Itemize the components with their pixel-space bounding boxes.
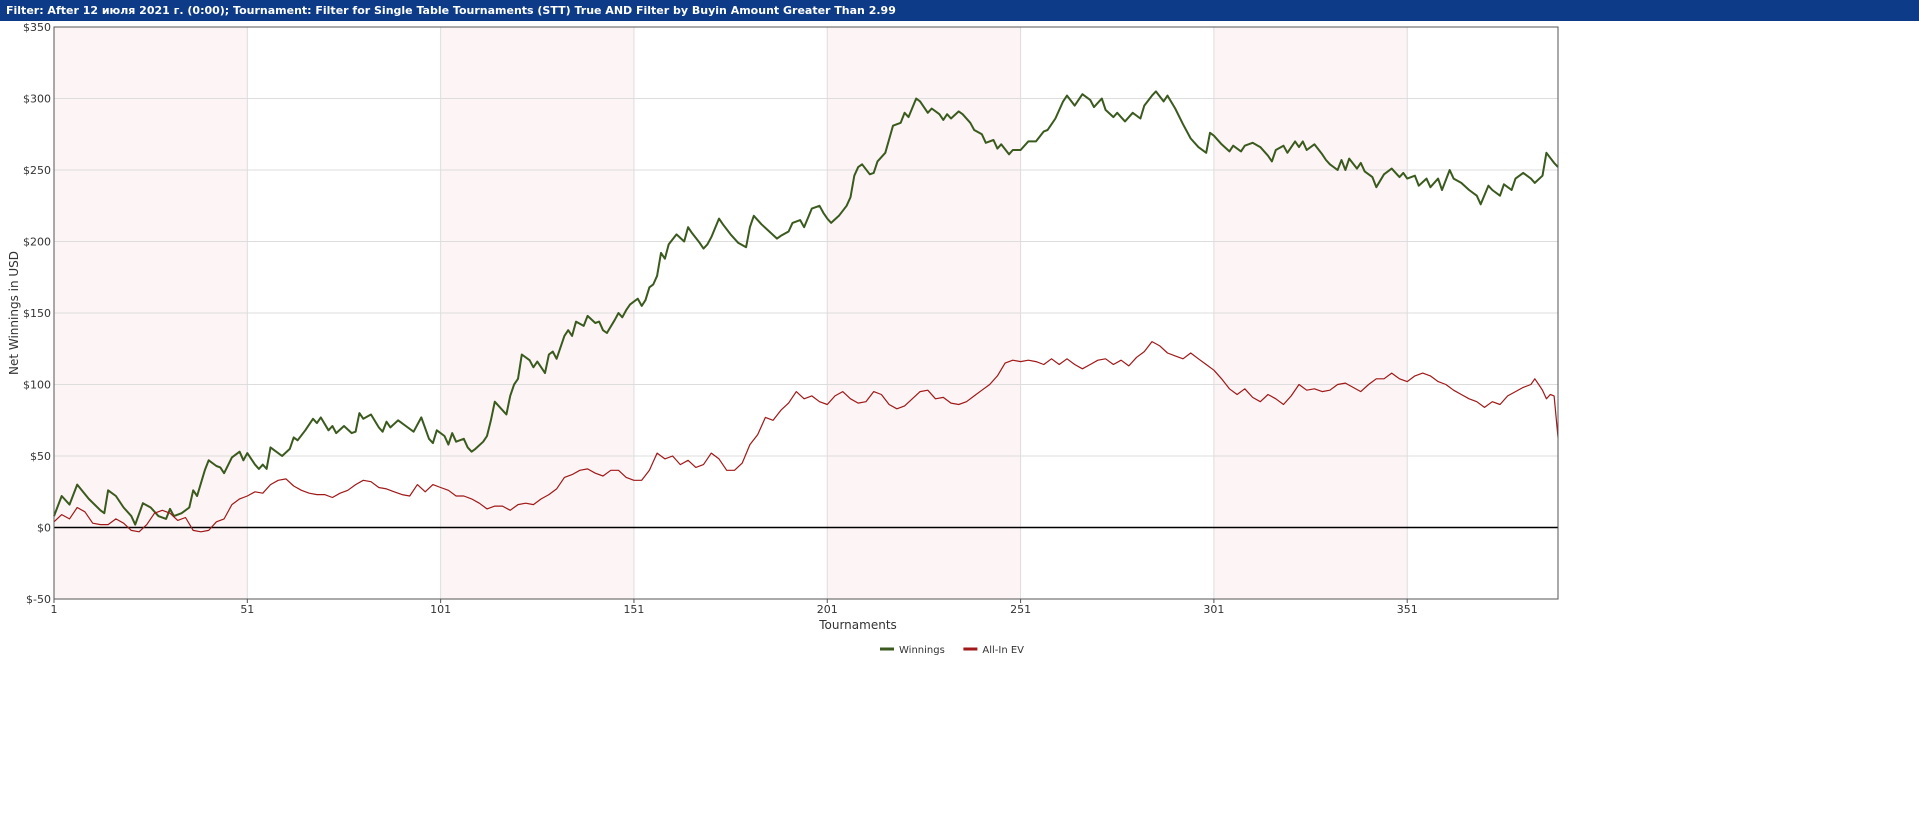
y-tick-label: $-50 [26, 593, 51, 606]
y-tick-label: $350 [23, 21, 51, 34]
series-line-winnings[interactable] [53, 90, 1559, 526]
x-tick-label: 51 [240, 603, 254, 616]
x-tick-label: 151 [623, 603, 644, 616]
series-line-all-in-ev[interactable] [53, 341, 1559, 533]
x-tick-label: 201 [817, 603, 838, 616]
filter-bar: Filter: After 12 июля 2021 г. (0:00); To… [0, 0, 1919, 21]
x-tick-label: 351 [1397, 603, 1418, 616]
chart-series [53, 90, 1559, 533]
y-tick-label: $250 [23, 164, 51, 177]
y-tick-label: $150 [23, 307, 51, 320]
y-axis-title: Net Winnings in USD [7, 251, 21, 375]
x-tick-label: 101 [430, 603, 451, 616]
y-tick-label: $50 [30, 450, 51, 463]
chart-legend: Winnings All-In EV [880, 645, 1024, 656]
y-tick-label: $100 [23, 379, 51, 392]
plot-frame [53, 26, 1559, 600]
x-axis-title: Tournaments [818, 618, 897, 632]
x-tick-label: 301 [1203, 603, 1224, 616]
x-tick-label: 1 [51, 603, 58, 616]
legend-label[interactable]: All-In EV [982, 645, 1024, 656]
y-tick-label: $200 [23, 236, 51, 249]
x-tick-label: 251 [1010, 603, 1031, 616]
y-tick-label: $0 [37, 522, 51, 535]
legend-label[interactable]: Winnings [899, 645, 945, 656]
filter-text: Filter: After 12 июля 2021 г. (0:00); To… [6, 4, 896, 17]
y-tick-label: $300 [23, 93, 51, 106]
